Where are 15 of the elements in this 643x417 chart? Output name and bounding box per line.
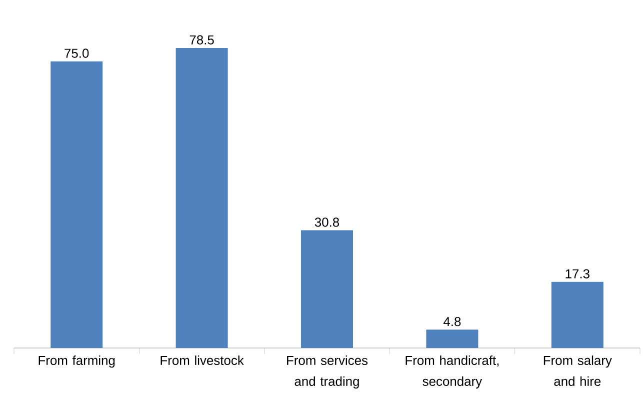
bar — [176, 48, 228, 348]
bar — [301, 230, 353, 348]
data-label: 30.8 — [314, 218, 340, 227]
data-label: 17.3 — [566, 269, 590, 278]
x-tick-label: From services and trading — [287, 356, 368, 389]
bar — [551, 282, 604, 348]
bar — [50, 61, 103, 348]
x-tick-label: From livestock — [160, 356, 244, 366]
x-tick-label: From farming — [38, 356, 115, 368]
x-tick-label: From salary and hire — [544, 356, 612, 386]
data-label: 75.0 — [64, 48, 89, 58]
bar — [426, 330, 478, 348]
x-tick-label: From handicraft, secondary — [406, 356, 499, 389]
data-label: 4.8 — [443, 316, 461, 326]
data-label: 78.5 — [190, 35, 214, 44]
